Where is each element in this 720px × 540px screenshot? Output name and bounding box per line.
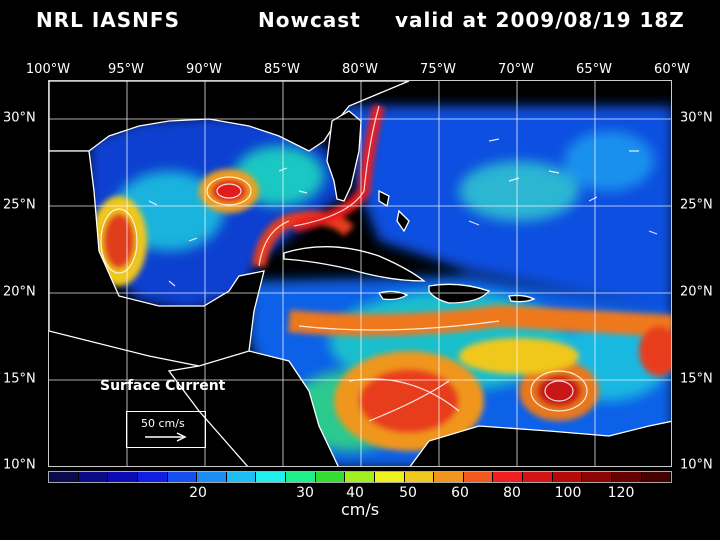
lon-label-80w: 80°W (342, 62, 378, 77)
graticule (49, 81, 671, 466)
lon-label-90w: 90°W (186, 62, 222, 77)
lon-label-65w: 65°W (576, 62, 612, 77)
lon-label-70w: 70°W (498, 62, 534, 77)
colorbar-swatch (434, 472, 464, 482)
colorbar-tick-20: 20 (189, 485, 207, 501)
lat-label-right-30n: 30°N (680, 110, 713, 126)
colorbar-tick-40: 40 (346, 485, 364, 501)
colorbar-tick-120: 120 (607, 485, 635, 501)
lon-label-60w: 60°W (654, 62, 690, 77)
current-map (48, 80, 672, 467)
colorbar-swatch (78, 472, 109, 482)
colorbar-units: cm/s (340, 500, 380, 519)
current-map-canvas (49, 81, 671, 466)
mexico (49, 150, 265, 372)
colorbar-swatch (611, 472, 642, 482)
florida (326, 110, 362, 202)
colorbar-swatch (582, 472, 612, 482)
colorbar-swatch (167, 472, 198, 482)
colorbar-tick-30: 30 (296, 485, 314, 501)
colorbar-swatch (345, 472, 375, 482)
lon-label-85w: 85°W (264, 62, 300, 77)
colorbar-swatch (137, 472, 168, 482)
hispaniola (428, 283, 491, 304)
lon-label-95w: 95°W (108, 62, 144, 77)
colorbar-tick-80: 80 (503, 485, 521, 501)
colorbar-swatch (226, 472, 257, 482)
lat-label-left-15n: 15°N (3, 371, 36, 387)
puerto-rico (508, 294, 536, 303)
lat-label-left-10n: 10°N (3, 457, 36, 473)
colorbar-swatch (641, 472, 672, 482)
colorbar-swatch (315, 472, 346, 482)
colorbar-swatch (493, 472, 523, 482)
cuba (283, 246, 426, 282)
lat-label-right-20n: 20°N (680, 284, 713, 300)
colorbar (48, 471, 672, 483)
title-valid-time: valid at 2009/08/19 18Z (395, 8, 685, 32)
colorbar-tick-100: 100 (554, 485, 582, 501)
title-source: NRL IASNFS (36, 8, 180, 32)
colorbar-swatch (286, 472, 316, 482)
lon-label-100w: 100°W (25, 62, 71, 77)
lat-label-left-20n: 20°N (3, 284, 36, 300)
jamaica (377, 290, 409, 301)
us-landmass (49, 81, 410, 152)
title-product: Nowcast (258, 8, 361, 32)
lon-label-75w: 75°W (420, 62, 456, 77)
lat-label-right-25n: 25°N (680, 197, 713, 213)
colorbar-swatch (552, 472, 583, 482)
vector-scale-label: 50 cm/s (141, 417, 185, 430)
colorbar-swatch (256, 472, 286, 482)
colorbar-tick-50: 50 (399, 485, 417, 501)
vector-scale-box: 50 cm/s (126, 411, 206, 448)
colorbar-swatch (463, 472, 494, 482)
colorbar-swatch (523, 472, 553, 482)
colorbar-swatch (49, 472, 79, 482)
legend-title: Surface Current (100, 378, 226, 394)
colorbar-swatch (108, 472, 138, 482)
vector-scale-arrow-icon (145, 432, 187, 442)
lat-label-left-25n: 25°N (3, 197, 36, 213)
colorbar-swatch (197, 472, 227, 482)
colorbar-swatch (404, 472, 435, 482)
lat-label-right-10n: 10°N (680, 457, 713, 473)
lat-label-right-15n: 15°N (680, 371, 713, 387)
bahamas-2 (396, 209, 410, 233)
colorbar-swatch (374, 472, 405, 482)
lat-label-left-30n: 30°N (3, 110, 36, 126)
current-vectors (100, 105, 658, 422)
south-america (409, 420, 671, 466)
colorbar-tick-60: 60 (451, 485, 469, 501)
